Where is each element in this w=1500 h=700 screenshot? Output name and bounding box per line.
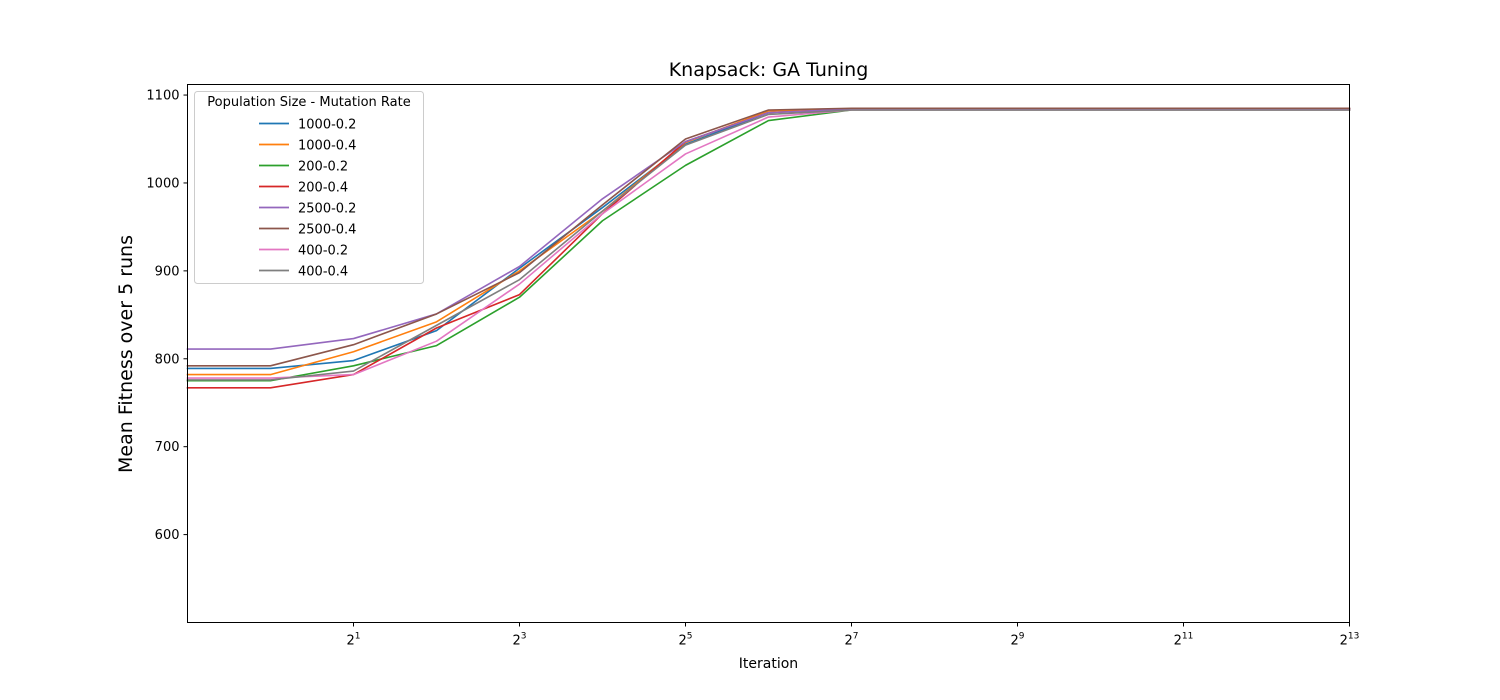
x-axis-label: Iteration xyxy=(739,656,798,672)
legend-title: Population Size - Mutation Rate xyxy=(207,95,410,110)
y-tick-label: 600 xyxy=(155,528,180,543)
x-tick-base: 2 xyxy=(1174,634,1182,649)
x-tick-exponent: 9 xyxy=(1019,632,1025,642)
x-tick-label: 29 xyxy=(1010,632,1024,649)
x-axis-ticks: 21 23 25 27 29 211 213 xyxy=(346,623,1359,649)
legend-label: 400-0.2 xyxy=(298,244,348,259)
x-tick-base: 2 xyxy=(512,634,520,649)
x-tick-label: 27 xyxy=(844,632,858,649)
x-tick-label: 211 xyxy=(1174,632,1194,649)
x-tick-base: 2 xyxy=(844,634,852,649)
x-tick-exponent: 11 xyxy=(1182,632,1193,642)
legend-label: 1000-0.4 xyxy=(298,139,356,154)
x-tick-exponent: 1 xyxy=(355,632,361,642)
legend: Population Size - Mutation Rate 1000-0.2… xyxy=(195,92,424,284)
x-tick-exponent: 5 xyxy=(687,632,693,642)
y-tick-label: 800 xyxy=(155,352,180,367)
legend-label: 200-0.4 xyxy=(298,181,348,196)
legend-label: 1000-0.2 xyxy=(298,118,356,133)
x-tick-base: 2 xyxy=(1010,634,1018,649)
y-axis-ticks: 600 700 800 900 1000 1100 xyxy=(146,89,187,544)
legend-label: 2500-0.4 xyxy=(298,223,356,238)
y-tick-label: 1000 xyxy=(146,176,179,191)
x-tick-label: 21 xyxy=(346,632,360,649)
x-tick-base: 2 xyxy=(346,634,354,649)
y-tick-label: 900 xyxy=(155,264,180,279)
x-tick-label: 213 xyxy=(1340,632,1360,649)
x-tick-exponent: 3 xyxy=(521,632,527,642)
x-tick-base: 2 xyxy=(1340,634,1348,649)
x-tick-exponent: 7 xyxy=(853,632,859,642)
x-tick-label: 23 xyxy=(512,632,526,649)
y-tick-label: 1100 xyxy=(146,89,179,104)
legend-label: 400-0.4 xyxy=(298,265,348,280)
legend-label: 200-0.2 xyxy=(298,160,348,175)
y-axis-label: Mean Fitness over 5 runs xyxy=(115,235,137,473)
legend-label: 2500-0.2 xyxy=(298,202,356,217)
x-tick-exponent: 13 xyxy=(1348,632,1359,642)
x-tick-label: 25 xyxy=(678,632,692,649)
chart-title: Knapsack: GA Tuning xyxy=(669,59,869,81)
x-tick-base: 2 xyxy=(678,634,686,649)
y-tick-label: 700 xyxy=(155,440,180,455)
